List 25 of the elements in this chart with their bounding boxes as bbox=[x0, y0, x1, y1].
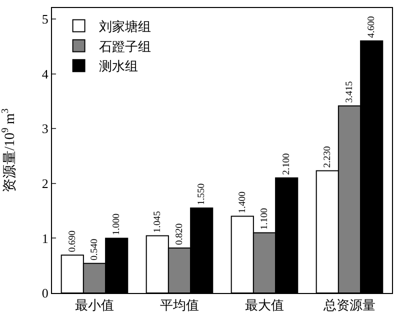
data-label: 1.550 bbox=[196, 183, 208, 206]
y-tick-label: 0 bbox=[42, 286, 48, 301]
data-label: 0.540 bbox=[89, 238, 100, 260]
data-label: 2.100 bbox=[281, 153, 292, 175]
data-label: 1.000 bbox=[111, 213, 122, 236]
y-tick-label: 4 bbox=[42, 66, 49, 82]
x-tick-label: 平均值 bbox=[160, 298, 199, 313]
data-label: 1.045 bbox=[152, 210, 164, 233]
y-tick-label: 3 bbox=[42, 121, 48, 136]
legend-label: 石蹬子组 bbox=[98, 38, 151, 54]
x-tick-label: 总资源量 bbox=[322, 298, 376, 313]
data-label: 0.690 bbox=[67, 230, 78, 252]
data-label: 0.820 bbox=[174, 223, 186, 246]
legend-label: 测水组 bbox=[98, 58, 138, 74]
y-tick-label: 2 bbox=[42, 176, 48, 191]
data-label: 1.400 bbox=[237, 191, 248, 214]
data-label: 2.230 bbox=[322, 146, 334, 168]
x-tick-label: 最小值 bbox=[75, 298, 114, 313]
data-label: 3.415 bbox=[344, 80, 356, 103]
legend-label: 刘家塘组 bbox=[98, 18, 151, 34]
x-tick-label: 最大值 bbox=[245, 298, 284, 313]
data-label: 4.600 bbox=[366, 16, 378, 38]
y-tick-label: 5 bbox=[42, 12, 48, 27]
y-tick-label: 1 bbox=[42, 230, 48, 246]
data-label: 1.100 bbox=[259, 208, 270, 230]
